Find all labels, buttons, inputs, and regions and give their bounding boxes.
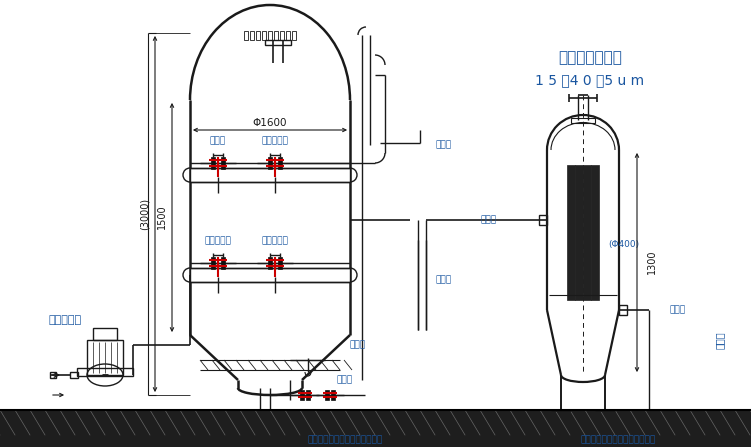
Bar — [221, 257, 225, 269]
Text: 进水口: 进水口 — [481, 215, 497, 224]
Bar — [286, 31, 290, 40]
Text: 出水口: 出水口 — [669, 305, 685, 315]
Bar — [571, 118, 595, 123]
Text: 正洗出水阀: 正洗出水阀 — [261, 236, 288, 245]
Bar — [300, 390, 304, 400]
Bar — [221, 157, 225, 169]
Bar — [268, 257, 272, 269]
Bar — [268, 31, 272, 40]
Text: 可通过三通、阀门控制排水状况: 可通过三通、阀门控制排水状况 — [307, 435, 382, 444]
Bar — [292, 31, 296, 40]
Bar — [280, 31, 284, 40]
Text: (3000): (3000) — [140, 198, 150, 230]
Text: 排气口: 排气口 — [436, 275, 452, 284]
Bar — [539, 215, 547, 225]
Bar — [93, 328, 117, 340]
Bar — [274, 31, 278, 40]
Bar — [190, 168, 350, 182]
Bar — [567, 165, 575, 300]
Text: 排氟口: 排氟口 — [350, 341, 366, 350]
Text: (Φ400): (Φ400) — [608, 240, 639, 249]
Bar — [331, 390, 335, 400]
Bar — [575, 165, 583, 300]
Bar — [87, 340, 123, 375]
Bar — [278, 157, 282, 169]
Bar — [50, 372, 56, 378]
Text: 1500: 1500 — [157, 205, 167, 229]
Bar — [211, 157, 215, 169]
Bar — [70, 372, 78, 378]
Text: 水泵进水口: 水泵进水口 — [48, 315, 82, 325]
Text: 进水阀: 进水阀 — [210, 136, 226, 146]
Bar — [211, 257, 215, 269]
Text: 1300: 1300 — [647, 250, 657, 274]
Bar — [619, 305, 627, 315]
Bar — [250, 31, 254, 40]
Bar — [244, 31, 248, 40]
Bar — [591, 165, 599, 300]
Bar — [265, 40, 291, 45]
Text: 精密保安过滤器: 精密保安过滤器 — [558, 51, 622, 66]
Bar — [256, 31, 260, 40]
Bar — [278, 257, 282, 269]
Text: 反洗出水阀: 反洗出水阀 — [261, 136, 288, 146]
Text: 可通过三通、阀门控制排水状况: 可通过三通、阀门控制排水状况 — [581, 435, 656, 444]
Text: Φ1600: Φ1600 — [253, 118, 287, 128]
Bar — [583, 165, 591, 300]
Bar — [0, 410, 751, 447]
Text: 1 5 芜4 0 冄5 u m: 1 5 芜4 0 冄5 u m — [535, 73, 644, 87]
Text: 排气阀: 排气阀 — [435, 140, 451, 149]
Bar — [190, 268, 350, 282]
Bar — [77, 368, 133, 376]
Bar — [325, 390, 329, 400]
Bar — [262, 31, 266, 40]
Bar — [268, 157, 272, 169]
Text: 反洗进水阀: 反洗进水阀 — [204, 236, 231, 245]
Text: 出水口: 出水口 — [337, 375, 353, 384]
Text: 排水口: 排水口 — [715, 331, 725, 349]
Bar — [306, 390, 310, 400]
